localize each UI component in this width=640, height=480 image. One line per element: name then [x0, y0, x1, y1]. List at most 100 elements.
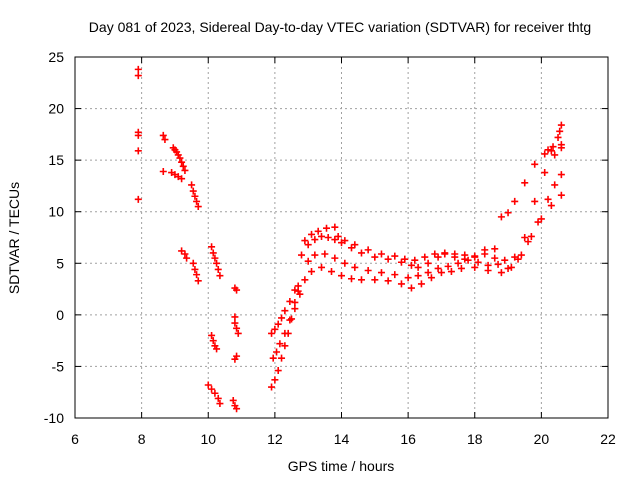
data-point — [298, 251, 306, 259]
data-point — [377, 250, 385, 258]
data-point — [421, 253, 429, 261]
data-point — [364, 267, 372, 275]
x-tick-labels: 6 8 10 12 14 16 18 20 22 — [71, 431, 616, 447]
data-point — [481, 246, 489, 254]
data-point — [231, 355, 239, 363]
data-point — [357, 276, 365, 284]
data-point — [233, 405, 241, 413]
data-point — [308, 230, 316, 238]
data-point — [301, 237, 309, 245]
data-point — [213, 259, 221, 267]
data-points-layer — [134, 65, 565, 413]
x-tick-label: 10 — [200, 431, 216, 447]
data-point — [427, 274, 435, 282]
data-point — [231, 319, 239, 327]
data-point — [527, 232, 535, 240]
data-point — [511, 197, 519, 205]
data-point — [209, 337, 217, 345]
data-point — [181, 166, 189, 174]
data-point — [351, 263, 359, 271]
data-point — [384, 277, 392, 285]
data-point — [281, 307, 289, 315]
data-point — [178, 175, 186, 183]
data-point — [216, 400, 224, 408]
data-point — [447, 268, 455, 276]
data-point — [176, 154, 184, 162]
data-point — [161, 136, 169, 144]
data-point — [544, 146, 552, 154]
data-point — [331, 254, 339, 262]
data-point — [471, 253, 479, 261]
data-point — [371, 253, 379, 261]
y-tick-label: 0 — [56, 307, 64, 323]
data-point — [276, 340, 284, 348]
data-point — [323, 224, 331, 232]
data-point — [286, 297, 294, 305]
data-point — [233, 324, 241, 332]
data-point — [491, 245, 499, 253]
data-point — [274, 320, 282, 328]
data-point — [549, 143, 557, 151]
data-point — [318, 232, 326, 240]
data-point — [377, 269, 385, 277]
data-point — [424, 259, 432, 267]
data-point — [371, 276, 379, 284]
data-point — [194, 203, 202, 211]
data-point — [524, 238, 532, 246]
data-point — [551, 151, 559, 159]
data-point — [547, 202, 555, 210]
data-point — [341, 237, 349, 245]
data-point — [311, 236, 319, 244]
data-point — [191, 192, 199, 200]
data-point — [364, 246, 372, 254]
data-point — [191, 265, 199, 273]
data-point — [541, 150, 549, 158]
data-point — [268, 383, 276, 391]
data-point — [457, 264, 465, 272]
data-point — [424, 269, 432, 277]
x-tick-label: 18 — [467, 431, 483, 447]
data-point — [214, 394, 222, 402]
data-point — [308, 268, 316, 276]
data-point — [557, 171, 565, 179]
data-point — [189, 259, 197, 267]
data-point — [411, 256, 419, 264]
data-point — [271, 376, 279, 384]
data-point — [504, 264, 512, 272]
data-point — [268, 329, 276, 337]
y-tick-label: 15 — [48, 152, 64, 168]
data-point — [208, 243, 216, 251]
data-point — [347, 275, 355, 283]
data-point — [189, 187, 197, 195]
chart-title: Day 081 of 2023, Sidereal Day-to-day VTE… — [89, 19, 591, 35]
y-tick-label: 20 — [48, 101, 64, 117]
data-point — [211, 254, 219, 262]
data-point — [311, 251, 319, 259]
data-point — [357, 249, 365, 257]
data-point — [211, 389, 219, 397]
x-tick-label: 20 — [534, 431, 550, 447]
data-point — [134, 65, 142, 73]
data-point — [437, 269, 445, 277]
data-point — [407, 284, 415, 292]
x-tick-label: 8 — [138, 431, 146, 447]
data-point — [517, 251, 525, 259]
data-point — [291, 305, 299, 313]
data-point — [291, 286, 299, 294]
x-tick-label: 14 — [334, 431, 350, 447]
y-tick-label: -5 — [52, 358, 65, 374]
data-point — [521, 234, 529, 241]
data-point — [401, 255, 409, 263]
data-point — [507, 263, 515, 271]
y-tick-labels: -10 -5 0 5 10 15 20 25 — [44, 49, 64, 426]
data-point — [194, 277, 202, 285]
data-point — [304, 257, 312, 265]
data-point — [491, 254, 499, 262]
data-point — [159, 131, 167, 139]
data-point — [474, 258, 482, 266]
data-point — [531, 197, 539, 205]
data-point — [324, 234, 332, 241]
data-point — [417, 280, 425, 288]
